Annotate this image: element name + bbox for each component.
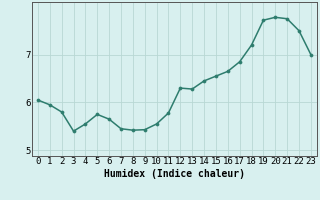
X-axis label: Humidex (Indice chaleur): Humidex (Indice chaleur) [104, 169, 245, 179]
